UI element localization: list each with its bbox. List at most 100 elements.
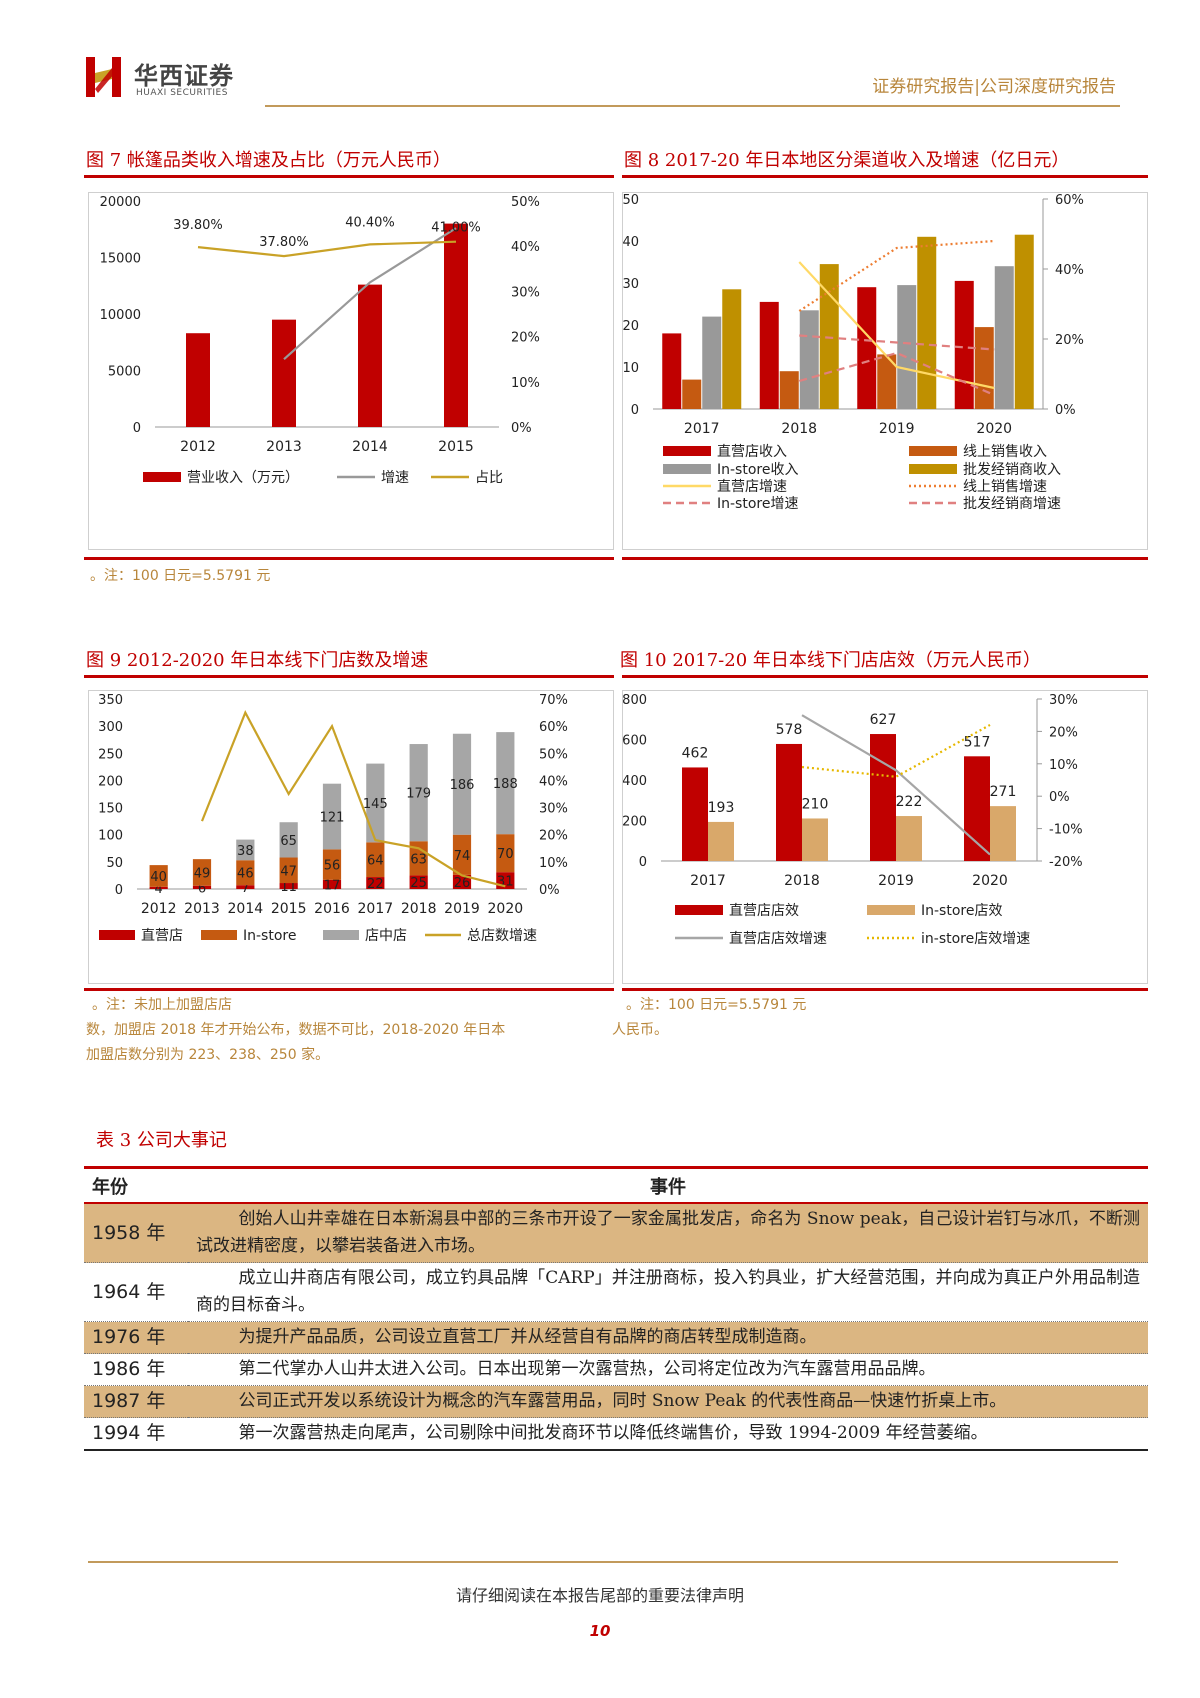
fig8-chart: 0 10 20 30 40 50 0% 20% 40% 60% 2017 2018 2019 2020 直营… (622, 192, 1148, 550)
bar-value-label: 64 (367, 854, 384, 869)
row-event: 创始人山井幸雄在日本新潟县中部的三条市开设了一家金属批发店，命名为 Snow p… (188, 1203, 1148, 1263)
bar-value-label: 17 (324, 878, 341, 893)
legend-label: 直营店收入 (717, 443, 787, 460)
bar (272, 319, 296, 427)
bar-value-label: 179 (406, 787, 431, 802)
stacked-bar (149, 865, 168, 887)
y-left-tick-label: 200 (98, 774, 123, 789)
legend-label: 总店数增速 (467, 928, 537, 944)
x-tick-label: 2017 (358, 901, 394, 917)
y-right-tick-label: 40% (1055, 263, 1084, 278)
y-right-tick-label: 70% (539, 693, 568, 708)
col-year-header: 年份 (84, 1172, 188, 1204)
y-right-tick-label: 40% (539, 774, 568, 789)
y-right-tick-label: 50% (511, 195, 540, 210)
bar (358, 284, 382, 427)
y-right-tick-label: 30% (511, 285, 540, 300)
bar (974, 327, 994, 409)
y-left-tick-label: 15000 (100, 252, 141, 267)
stacked-bar (366, 842, 385, 878)
fig10-note-line1: 。注：100 日元=5.5791 元 (626, 997, 807, 1013)
x-tick-label: 2015 (438, 439, 474, 455)
bar-value-label: 578 (776, 722, 803, 738)
legend-label: In-store收入 (717, 462, 798, 478)
y-right-tick-label: 10% (539, 856, 568, 871)
y-left-tick-label: 0 (133, 421, 141, 436)
y-left-tick-label: 30 (622, 277, 639, 292)
bar (759, 301, 779, 409)
fig9-title: 图 9 2012-2020 年日本线下门店数及增速 (86, 650, 429, 671)
bar-value-label: 627 (870, 712, 897, 728)
y-left-tick-label: 10 (622, 361, 639, 376)
bar (917, 236, 937, 409)
x-tick-label: 2020 (976, 421, 1012, 437)
bar (722, 289, 742, 409)
bar (444, 223, 468, 427)
fig9-note-line1: 。注：未加上加盟店店 (92, 997, 232, 1013)
table-row: 1994 年 第一次露营热走向尾声，公司剔除中间批发商环节以降低终端售价，导致 … (84, 1417, 1148, 1451)
x-tick-label: 2019 (444, 901, 480, 917)
stacked-bar (236, 860, 255, 886)
bar (954, 280, 974, 409)
legend-label: 直营店增速 (717, 478, 787, 495)
stacked-bar (236, 885, 255, 889)
bar-value-label: 186 (450, 778, 475, 793)
bar (964, 756, 990, 861)
legend-label: 直营店店效增速 (729, 930, 827, 947)
stacked-bar (452, 834, 472, 875)
y-right-tick-label: 60% (539, 720, 568, 735)
fig10-title: 图 10 2017-20 年日本线下门店店效（万元人民币） (620, 650, 1041, 671)
bar (186, 333, 210, 427)
y-right-tick-label: 0% (1049, 790, 1070, 805)
y-left-tick-label: 250 (98, 747, 123, 762)
y-right-tick-label: 50% (539, 747, 568, 762)
bar (779, 371, 799, 409)
x-tick-label: 2017 (690, 873, 726, 889)
legend-swatch (675, 905, 723, 915)
series-line (801, 714, 991, 856)
y-left-tick-label: 50 (622, 193, 639, 208)
bar-value-label: 462 (682, 745, 709, 761)
stacked-bar (452, 733, 472, 835)
bar (708, 821, 734, 861)
bar-value-label: 63 (410, 852, 427, 867)
bar-value-label: 22 (367, 877, 384, 892)
fig7-title-rule (84, 175, 614, 178)
bar (990, 806, 1016, 861)
bar (857, 287, 877, 409)
row-year: 1986 年 (84, 1353, 188, 1386)
y-right-tick-label: 40% (511, 240, 540, 255)
fig8-bottom-rule (622, 557, 1148, 560)
y-left-tick-label: 10000 (100, 308, 141, 323)
stacked-bar (279, 857, 298, 884)
row-event: 为提升产品品质，公司设立直营工厂并从经营自有品牌的商店转型成制造商。 (188, 1321, 1148, 1354)
logo-chinese-name: 华西证券 (134, 61, 234, 90)
y-right-tick-label: -10% (1049, 823, 1083, 838)
table-row: 1976 年 为提升产品品质，公司设立直营工厂并从经营自有品牌的商店转型成制造商… (84, 1321, 1148, 1354)
bar-value-label: 56 (324, 859, 341, 874)
y-right-tick-label: 30% (539, 802, 568, 817)
fig9-note-line3: 加盟店数分别为 223、238、250 家。 (86, 1047, 330, 1063)
row-year: 1994 年 (84, 1417, 188, 1451)
y-right-tick-label: 10% (1049, 758, 1078, 773)
stacked-bar (366, 763, 385, 843)
row-year: 1976 年 (84, 1321, 188, 1354)
legend-label: In-store店效 (921, 903, 1002, 919)
page-number: 10 (589, 1622, 611, 1640)
table-header-row: 年份 事件 (84, 1172, 1148, 1204)
legend-swatch (323, 930, 359, 940)
x-tick-label: 2020 (488, 901, 524, 917)
legend-swatch (99, 930, 135, 940)
row-year: 1987 年 (84, 1385, 188, 1418)
stacked-bar (192, 859, 212, 886)
stacked-bar (496, 834, 515, 873)
legend-label: 批发经销商增速 (963, 496, 1061, 512)
x-tick-label: 2013 (266, 439, 302, 455)
bar (877, 354, 897, 409)
bar (702, 316, 722, 409)
fig8-title: 图 8 2017-20 年日本地区分渠道收入及增速（亿日元） (624, 150, 1070, 171)
y-left-tick-label: 350 (98, 693, 123, 708)
legend-swatch (909, 464, 957, 474)
row-year: 1964 年 (84, 1262, 188, 1322)
y-left-tick-label: 5000 (108, 365, 141, 380)
